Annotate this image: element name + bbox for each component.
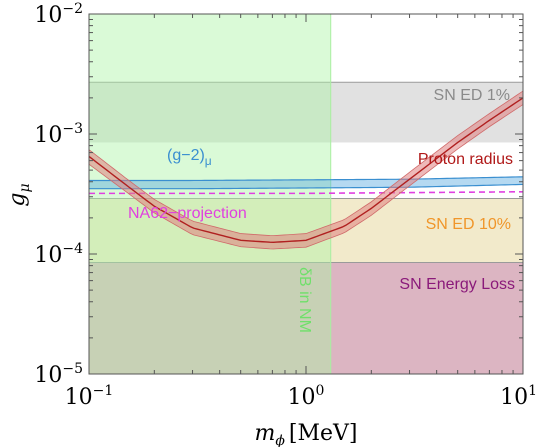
x-tick-label: 101 xyxy=(500,383,537,410)
y-tick-label-exponent: −3 xyxy=(62,121,83,137)
line-na62 xyxy=(89,190,523,195)
y-tick-label-base: 10 xyxy=(34,363,62,388)
label-bbn: δB in NM xyxy=(296,267,313,333)
band-sn-ed-1 xyxy=(89,82,523,143)
x-tick-label-exponent: −1 xyxy=(93,383,114,399)
y-tick-label-base: 10 xyxy=(34,243,62,268)
label-sn-ed-1: SN ED 1% xyxy=(434,87,510,104)
label-g2: (g−2)μ xyxy=(167,147,212,168)
x-tick-label-base: 10 xyxy=(288,385,316,410)
y-axis-symbol: g xyxy=(5,193,30,207)
band-sn-energy-loss xyxy=(89,262,523,374)
band-proton-radius xyxy=(89,90,523,250)
g2-upper-line xyxy=(89,176,523,182)
x-axis-unit: [MeV] xyxy=(289,421,358,446)
plot-frame xyxy=(88,13,524,375)
y-tick-label: 10−2 xyxy=(34,1,83,28)
y-tick-label: 10−5 xyxy=(34,361,83,388)
label-sn-energy-loss: SN Energy Loss xyxy=(399,276,515,293)
axis-ticks xyxy=(88,14,523,375)
x-axis-label: mϕ [MeV] xyxy=(254,421,357,447)
g2-lower-line xyxy=(89,183,523,190)
label-na62: NA62−projection xyxy=(128,205,247,222)
label-sn-ed-10: SN ED 10% xyxy=(426,216,511,233)
x-tick-label-base: 10 xyxy=(65,385,93,410)
line-proton-radius xyxy=(89,97,523,244)
x-tick-label: 10−1 xyxy=(65,383,114,410)
x-tick-label-exponent: 1 xyxy=(528,383,537,399)
y-tick-label-exponent: −5 xyxy=(62,361,83,377)
x-tick-label-exponent: 0 xyxy=(316,383,325,399)
label-g2-main: (g−2) xyxy=(167,147,205,164)
y-axis-label: gμ xyxy=(5,183,33,206)
y-tick-label-base: 10 xyxy=(34,3,62,28)
y-tick-label-exponent: −4 xyxy=(62,241,83,257)
x-tick-label-base: 10 xyxy=(500,385,528,410)
label-g2-sub: μ xyxy=(205,154,212,168)
y-tick-label: 10−4 xyxy=(34,241,83,268)
y-tick-label-exponent: −2 xyxy=(62,1,83,17)
label-proton-radius: Proton radius xyxy=(418,151,513,168)
x-axis-symbol: m xyxy=(254,421,275,446)
region-curves xyxy=(89,90,523,250)
y-tick-label-base: 10 xyxy=(34,123,62,148)
x-tick-label: 100 xyxy=(288,383,325,410)
x-axis-subscript: ϕ xyxy=(275,433,285,447)
y-axis-subscript: μ xyxy=(17,183,33,192)
y-tick-label: 10−3 xyxy=(34,121,83,148)
